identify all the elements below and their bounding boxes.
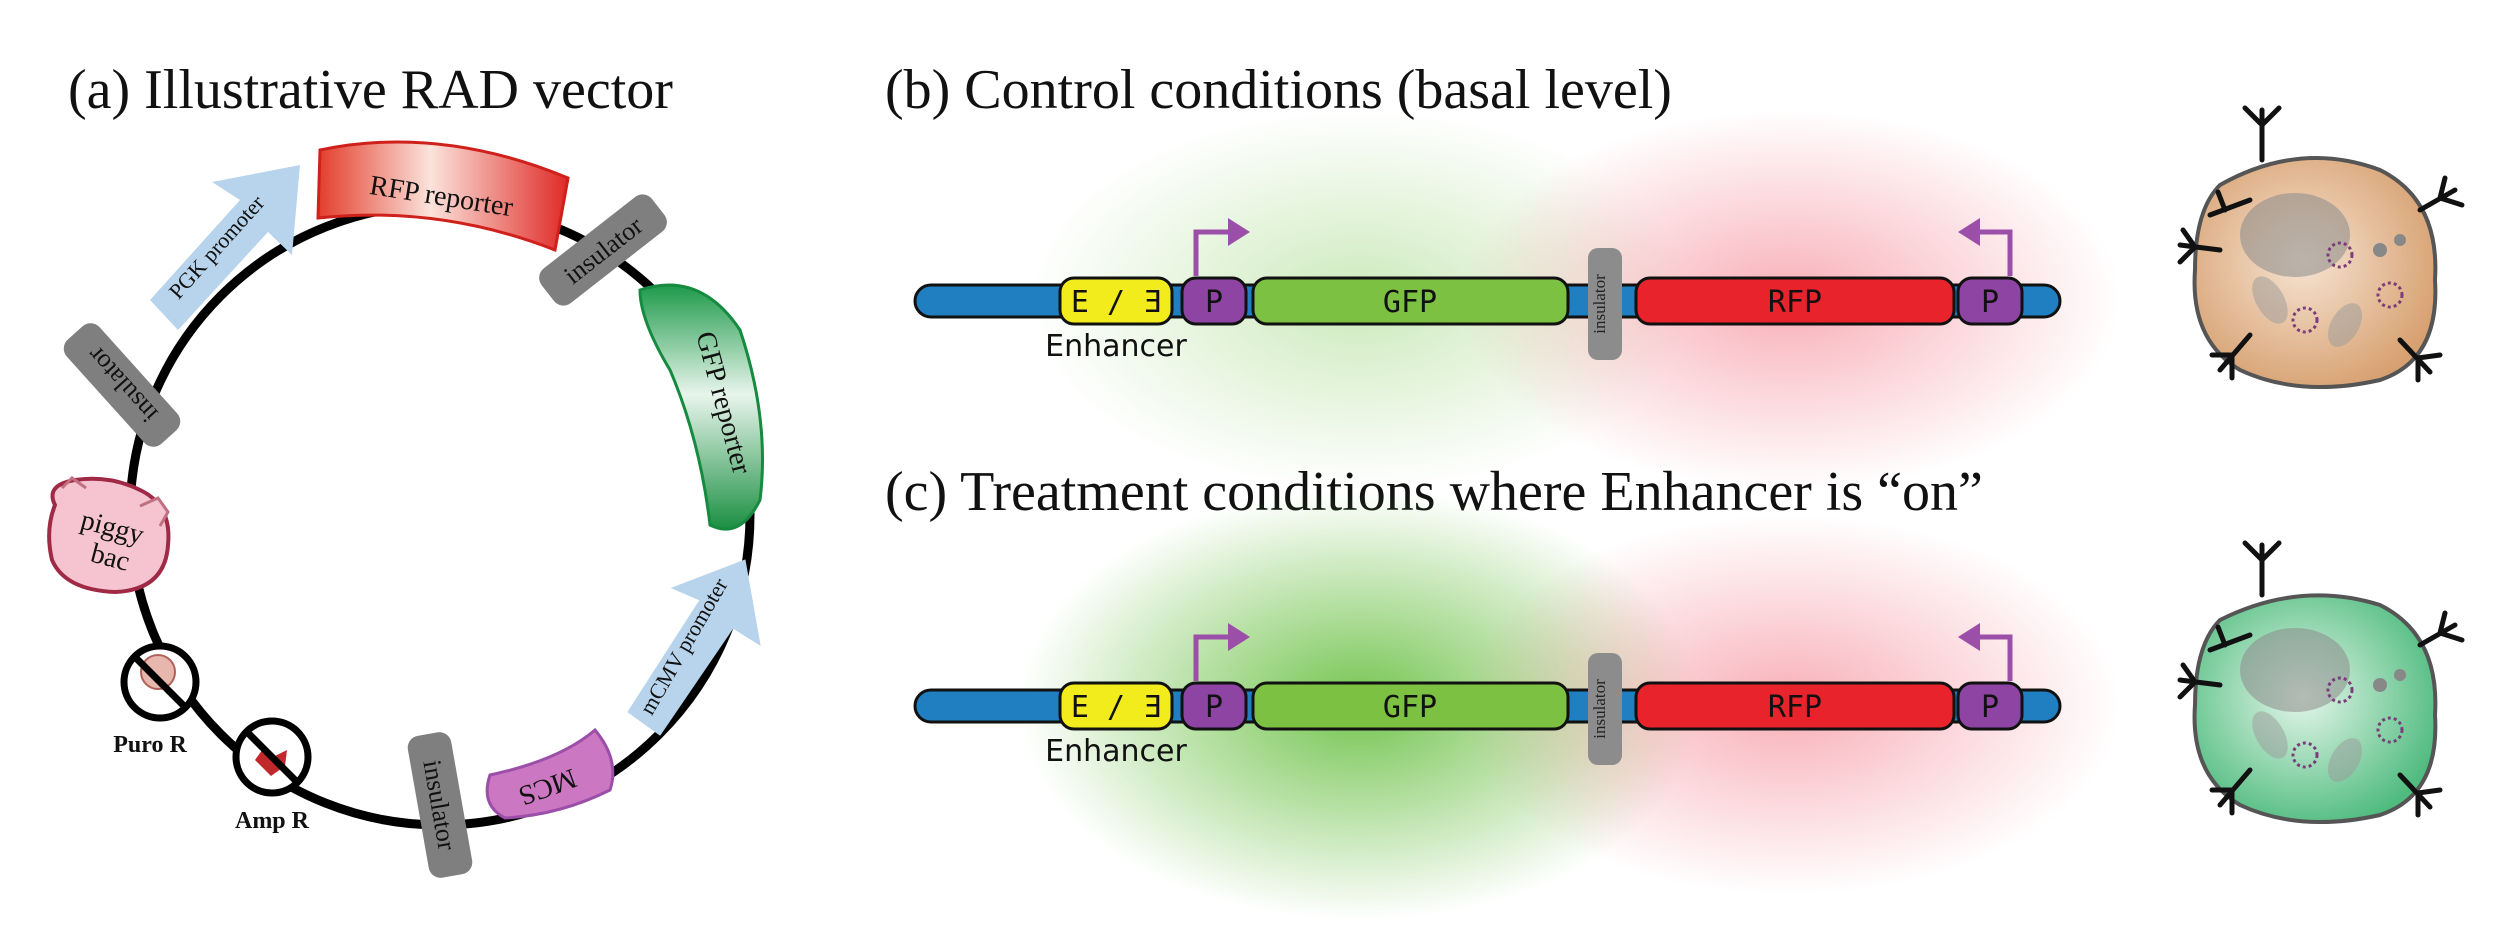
insulator-box xyxy=(1588,653,1622,765)
enhancer-label: Enhancer xyxy=(1045,329,1187,364)
rfp-box xyxy=(1634,681,1956,731)
insulator-left-element: insulator xyxy=(63,323,181,447)
promoter-right-arrowhead xyxy=(1958,218,1980,246)
insulator-bottom-element: insulator xyxy=(407,732,473,878)
promoter-left-arrowhead xyxy=(1228,623,1250,651)
puro-r-element: Puro R xyxy=(113,642,200,758)
insulator-label: insulator xyxy=(1590,679,1609,739)
enhancer-box-label: E / Ǝ xyxy=(1071,285,1161,320)
panel-b: (b) Control conditions (basal level) E /… xyxy=(885,59,2465,490)
enhancer-label: Enhancer xyxy=(1045,734,1187,769)
promoter-right-arrow xyxy=(1976,634,2013,681)
cell-control xyxy=(2177,105,2465,390)
rfp-box xyxy=(1634,276,1956,326)
panel-b-title: (b) Control conditions (basal level) xyxy=(885,59,1672,121)
promoter-left-label: P xyxy=(1205,690,1223,725)
gfp-reporter-element: GFP reporter xyxy=(638,283,764,531)
promoter-left-box xyxy=(1180,681,1248,731)
enhancer-box xyxy=(1058,276,1174,326)
promoter-left-label: P xyxy=(1205,285,1223,320)
mcmv-promoter-element: mCMV promoter xyxy=(627,559,761,736)
enhancer-box xyxy=(1058,681,1174,731)
panel-a: (a) Illustrative RAD vector RFP reporter… xyxy=(47,59,764,878)
amp-r-label: Amp R xyxy=(235,808,310,834)
insulator-label: insulator xyxy=(1590,274,1609,334)
promoter-right-box xyxy=(1956,276,2024,326)
mcs-element: MCS xyxy=(485,727,615,820)
gfp-label: GFP xyxy=(1383,285,1437,320)
enhancer-box-label: E / Ǝ xyxy=(1071,690,1161,725)
promoter-right-label: P xyxy=(1981,690,1999,725)
rfp-reporter-element: RFP reporter xyxy=(316,140,570,253)
promoter-right-arrow xyxy=(1976,229,2013,276)
promoter-left-arrow xyxy=(1193,634,1232,681)
gfp-box xyxy=(1251,681,1570,731)
panel-a-title: (a) Illustrative RAD vector xyxy=(68,59,673,121)
promoter-right-box xyxy=(1956,681,2024,731)
piggy-bac-element: piggy bac xyxy=(47,476,171,595)
promoter-left-box xyxy=(1180,276,1248,326)
amp-r-element: Amp R xyxy=(232,717,312,834)
promoter-left-arrowhead xyxy=(1228,218,1250,246)
promoter-right-arrowhead xyxy=(1958,623,1980,651)
insulator-box xyxy=(1588,248,1622,360)
gfp-box xyxy=(1251,276,1570,326)
rfp-label: RFP xyxy=(1768,690,1822,725)
puro-r-label: Puro R xyxy=(113,732,187,758)
cell-treatment xyxy=(2177,540,2465,825)
promoter-left-arrow xyxy=(1193,229,1232,276)
rfp-label: RFP xyxy=(1768,285,1822,320)
promoter-right-label: P xyxy=(1981,285,1999,320)
gfp-label: GFP xyxy=(1383,690,1437,725)
panel-c: (c) Treatment conditions where Enhancer … xyxy=(885,461,2465,920)
